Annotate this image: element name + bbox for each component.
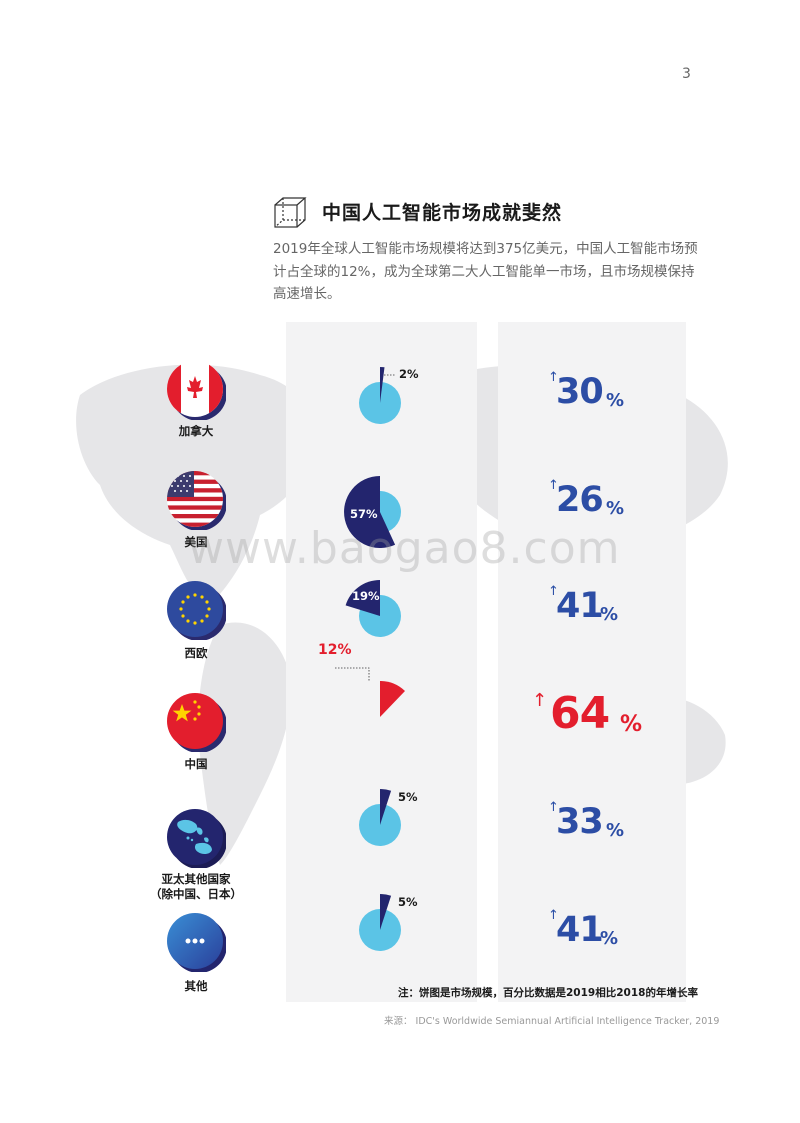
pie-chart-china: [335, 667, 405, 738]
region-name: 加拿大: [178, 424, 214, 438]
growth-value: 26: [556, 480, 604, 520]
pie-share-slice: [344, 476, 396, 548]
growth-value: 33: [556, 802, 604, 842]
growth-column-background: [498, 322, 686, 1002]
pie-chart-canada: [359, 367, 401, 424]
eu-flag-icon: [166, 580, 226, 640]
region-name: 亚太其他国家: [161, 872, 231, 886]
region-name: 美国: [184, 535, 208, 549]
page-number: 3: [682, 66, 691, 82]
share-label: 12%: [318, 642, 352, 658]
up-arrow-icon: ↑: [548, 584, 559, 599]
pie-column-background: [286, 322, 477, 1002]
share-label: 19%: [352, 589, 380, 603]
share-label: 2%: [399, 367, 419, 381]
section-intro: 2019年全球人工智能市场规模将达到375亿美元，中国人工智能市场预计占全球的1…: [273, 241, 698, 302]
region-name: 其他: [184, 979, 208, 993]
cube-icon: [274, 197, 307, 228]
watermark: www.baogao8.com: [188, 523, 621, 574]
china-flag-icon: [166, 692, 226, 752]
growth-unit: %: [620, 712, 643, 737]
pie-share-slice: [345, 580, 380, 616]
growth-unit: %: [606, 498, 625, 519]
asia-pacific-map-icon: [166, 808, 226, 868]
pie-chart-asia-pacific: [359, 789, 401, 846]
section-title: 中国人工智能市场成就斐然: [322, 202, 563, 224]
region-name: 西欧: [184, 646, 208, 660]
region-name-line2: （除中国、日本）: [150, 887, 242, 901]
growth-value: 41: [556, 910, 604, 950]
growth-unit: %: [606, 390, 625, 411]
up-arrow-icon: ↑: [548, 908, 559, 923]
usa-flag-icon: [166, 470, 226, 530]
growth-value: 41: [556, 586, 604, 626]
up-arrow-icon: ↑: [548, 370, 559, 385]
growth-unit: %: [600, 928, 619, 949]
growth-unit: %: [606, 820, 625, 841]
share-label: 5%: [398, 790, 418, 804]
up-arrow-icon: ↑: [548, 800, 559, 815]
share-label: 57%: [350, 507, 378, 521]
up-arrow-icon: ↑: [548, 478, 559, 493]
ellipsis-icon: [166, 912, 226, 972]
pie-share-slice: [380, 367, 385, 403]
share-label: 5%: [398, 895, 418, 909]
pie-share-slice: [380, 894, 392, 930]
pie-chart-others: [359, 894, 401, 951]
up-arrow-icon: ↑: [532, 690, 548, 711]
growth-value: 64: [550, 688, 610, 739]
region-name: 中国: [184, 757, 208, 771]
pie-chart-western-europe: [345, 580, 401, 637]
growth-unit: %: [600, 604, 619, 625]
growth-value: 30: [556, 372, 604, 412]
source-citation: 来源： IDC's Worldwide Semiannual Artificia…: [384, 1016, 720, 1027]
pie-chart-usa: [344, 476, 401, 548]
canada-flag-icon: [166, 360, 226, 420]
chart-note: 注：饼图是市场规模，百分比数据是2019相比2018的年增长率: [398, 987, 698, 999]
pie-share-slice: [380, 789, 392, 825]
